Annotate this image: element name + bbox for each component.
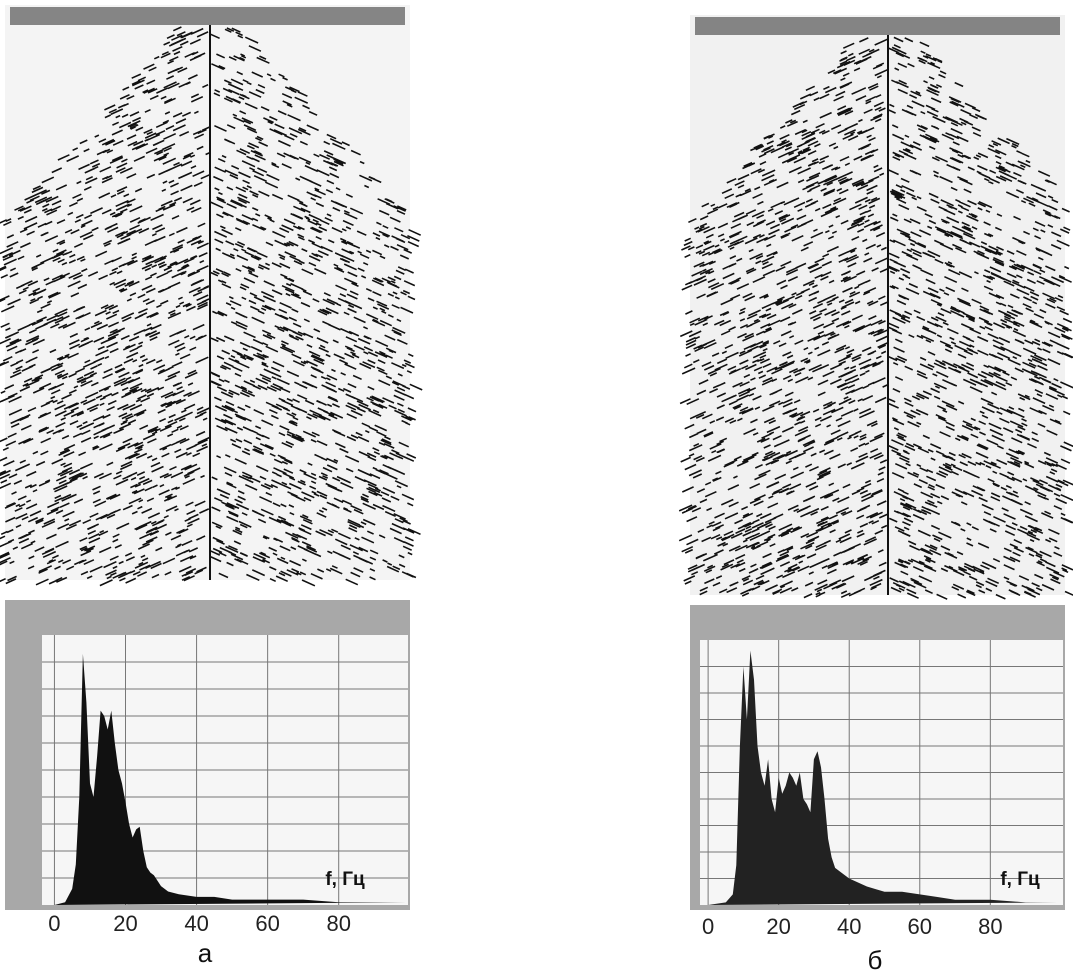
panel-label: а <box>198 938 213 968</box>
header-band <box>10 7 405 25</box>
x-tick-label: 80 <box>326 911 350 936</box>
spectrum-area <box>708 650 1058 905</box>
x-tick-label: 40 <box>837 914 861 939</box>
axis-annotation: f, Гц <box>1000 869 1040 890</box>
x-tick-label: 20 <box>766 914 790 939</box>
x-tick-label: 60 <box>255 911 279 936</box>
x-tick-label: 0 <box>48 911 60 936</box>
panel-label: б <box>868 945 883 975</box>
seismic-traces <box>0 26 423 587</box>
spectrum-area <box>54 653 407 905</box>
seismic-traces <box>678 36 1073 600</box>
x-tick-label: 80 <box>978 914 1002 939</box>
x-tick-label: 20 <box>113 911 137 936</box>
axis-annotation: f, Гц <box>325 869 365 890</box>
x-tick-label: 0 <box>702 914 714 939</box>
seismogram-a <box>5 5 410 580</box>
x-tick-label: 60 <box>908 914 932 939</box>
x-tick-label: 40 <box>184 911 208 936</box>
header-band <box>695 17 1060 35</box>
